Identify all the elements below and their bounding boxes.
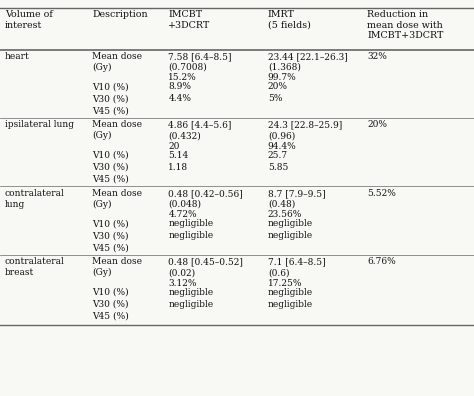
Text: negligible: negligible (168, 300, 213, 309)
Text: V10 (%): V10 (%) (92, 288, 129, 297)
Text: Reduction in
mean dose with
IMCBT+3DCRT: Reduction in mean dose with IMCBT+3DCRT (367, 10, 444, 40)
Text: Mean dose
(Gy): Mean dose (Gy) (92, 120, 142, 140)
Text: negligible: negligible (168, 288, 213, 297)
Text: IMRT
(5 fields): IMRT (5 fields) (268, 10, 310, 30)
Text: 25.7: 25.7 (268, 151, 288, 160)
Text: negligible: negligible (168, 219, 213, 228)
Text: IMCBT
+3DCRT: IMCBT +3DCRT (168, 10, 210, 30)
Text: 6.76%: 6.76% (367, 257, 396, 267)
Text: negligible: negligible (268, 300, 313, 309)
Text: V10 (%): V10 (%) (92, 151, 129, 160)
Text: 24.3 [22.8–25.9]
(0.96)
94.4%: 24.3 [22.8–25.9] (0.96) 94.4% (268, 120, 342, 151)
Text: negligible: negligible (268, 219, 313, 228)
Text: ipsilateral lung: ipsilateral lung (5, 120, 74, 129)
Text: 20%: 20% (367, 120, 387, 129)
Text: contralateral
lung: contralateral lung (5, 189, 64, 209)
Text: 5%: 5% (268, 94, 283, 103)
Text: Volume of
interest: Volume of interest (5, 10, 53, 30)
Text: 23.44 [22.1–26.3]
(1.368)
99.7%: 23.44 [22.1–26.3] (1.368) 99.7% (268, 52, 347, 82)
Text: Description: Description (92, 10, 148, 19)
Text: V10 (%): V10 (%) (92, 82, 129, 91)
Text: 20%: 20% (268, 82, 288, 91)
Text: 7.58 [6.4–8.5]
(0.7008)
15.2%: 7.58 [6.4–8.5] (0.7008) 15.2% (168, 52, 232, 82)
Text: negligible: negligible (268, 231, 313, 240)
Text: V45 (%): V45 (%) (92, 243, 129, 252)
Text: 32%: 32% (367, 52, 387, 61)
Text: 5.14: 5.14 (168, 151, 189, 160)
Text: V45 (%): V45 (%) (92, 106, 129, 115)
Text: 5.52%: 5.52% (367, 189, 396, 198)
Text: negligible: negligible (268, 288, 313, 297)
Text: Mean dose
(Gy): Mean dose (Gy) (92, 189, 142, 209)
Text: V45 (%): V45 (%) (92, 312, 129, 321)
Text: V30 (%): V30 (%) (92, 231, 129, 240)
Text: heart: heart (5, 52, 29, 61)
Text: 7.1 [6.4–8.5]
(0.6)
17.25%: 7.1 [6.4–8.5] (0.6) 17.25% (268, 257, 326, 288)
Text: Mean dose
(Gy): Mean dose (Gy) (92, 257, 142, 277)
Text: V10 (%): V10 (%) (92, 219, 129, 228)
Text: 4.4%: 4.4% (168, 94, 191, 103)
Text: contralateral
breast: contralateral breast (5, 257, 64, 277)
Text: V45 (%): V45 (%) (92, 175, 129, 184)
Text: V30 (%): V30 (%) (92, 300, 129, 309)
Text: Mean dose
(Gy): Mean dose (Gy) (92, 52, 142, 72)
Text: V30 (%): V30 (%) (92, 163, 129, 172)
Text: 4.86 [4.4–5.6]
(0.432)
20: 4.86 [4.4–5.6] (0.432) 20 (168, 120, 232, 151)
Text: V30 (%): V30 (%) (92, 94, 129, 103)
Text: 8.7 [7.9–9.5]
(0.48)
23.56%: 8.7 [7.9–9.5] (0.48) 23.56% (268, 189, 326, 219)
Text: 8.9%: 8.9% (168, 82, 191, 91)
Text: negligible: negligible (168, 231, 213, 240)
Text: 1.18: 1.18 (168, 163, 188, 172)
Text: 0.48 [0.45–0.52]
(0.02)
3.12%: 0.48 [0.45–0.52] (0.02) 3.12% (168, 257, 243, 288)
Text: 5.85: 5.85 (268, 163, 288, 172)
Text: 0.48 [0.42–0.56]
(0.048)
4.72%: 0.48 [0.42–0.56] (0.048) 4.72% (168, 189, 243, 219)
